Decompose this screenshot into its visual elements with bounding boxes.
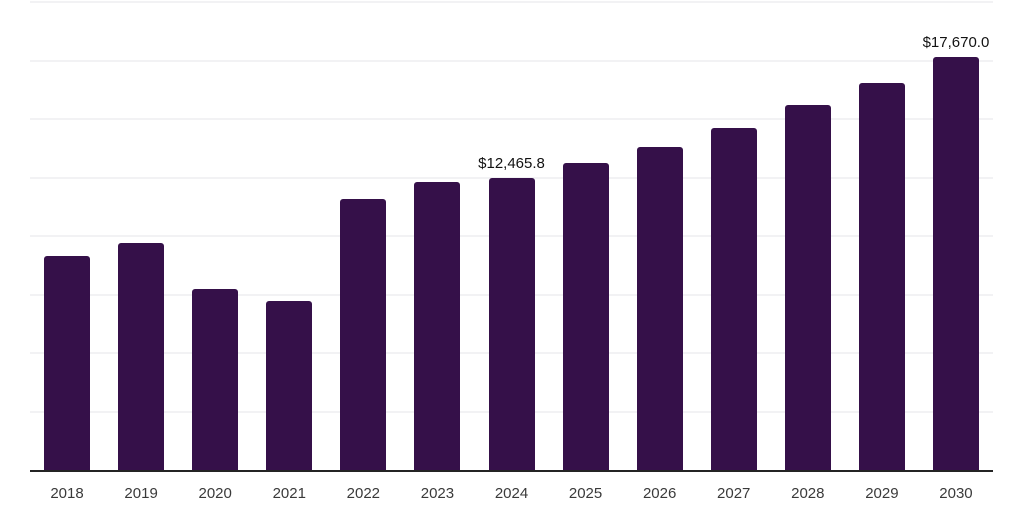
- bar-2029[interactable]: [858, 82, 905, 470]
- x-tick-2022: 2022: [346, 485, 381, 502]
- bar-2019[interactable]: [118, 243, 165, 470]
- x-tick-2024: 2024: [494, 485, 529, 502]
- x-tick-2018: 2018: [50, 485, 84, 502]
- bar-2024[interactable]: [488, 178, 535, 470]
- x-tick-2025: 2025: [568, 485, 603, 502]
- bar-2027[interactable]: [710, 127, 757, 470]
- bar-2020[interactable]: [192, 288, 239, 470]
- x-tick-2028: 2028: [791, 485, 825, 502]
- bar-2028[interactable]: [784, 104, 831, 470]
- gridline: [30, 1, 993, 3]
- data-label-2030: $17,670.0: [922, 33, 990, 51]
- x-tick-2026: 2026: [642, 485, 677, 502]
- x-tick-2020: 2020: [198, 485, 232, 502]
- x-tick-2027: 2027: [717, 485, 751, 502]
- bar-2022[interactable]: [340, 199, 387, 470]
- bar-2021[interactable]: [266, 300, 313, 470]
- x-tick-2021: 2021: [272, 485, 306, 502]
- x-tick-2030: 2030: [939, 485, 973, 502]
- gridline: [30, 59, 993, 62]
- bar-2030[interactable]: [932, 56, 979, 470]
- bar-2023[interactable]: [414, 182, 461, 470]
- x-axis-line: [30, 470, 993, 472]
- data-label-2024: $12,465.8: [478, 155, 545, 173]
- x-tick-2023: 2023: [420, 485, 455, 502]
- bar-2018[interactable]: [44, 256, 91, 470]
- x-tick-2029: 2029: [865, 485, 899, 502]
- gridline: [30, 118, 993, 120]
- bar-2026[interactable]: [636, 147, 683, 470]
- plot-area: $12,465.8 $17,670.0: [30, 0, 993, 470]
- x-tick-2019: 2019: [124, 485, 158, 502]
- bar-2025[interactable]: [562, 163, 609, 470]
